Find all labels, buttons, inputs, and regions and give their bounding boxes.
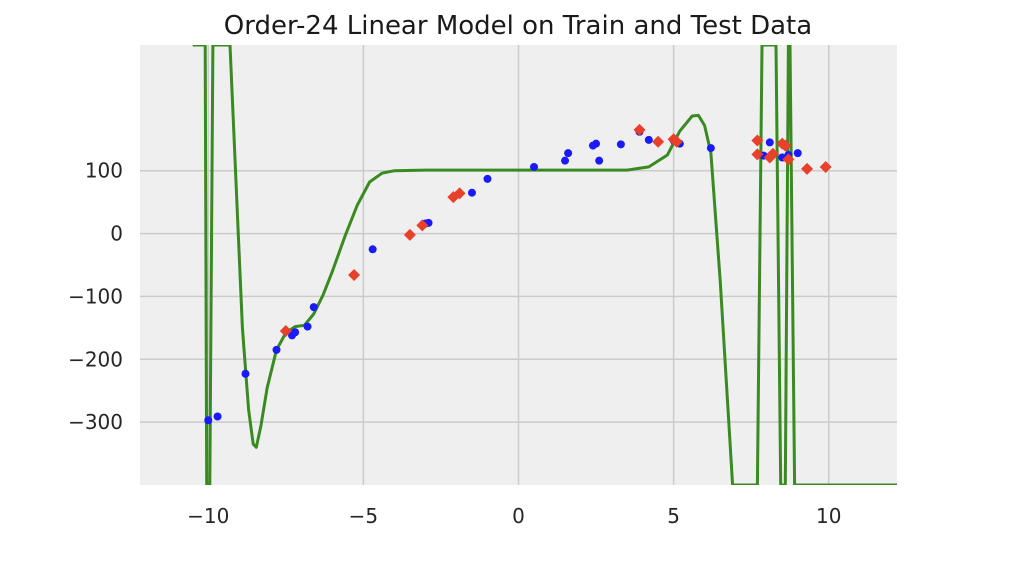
y-tick-label: −300 — [68, 410, 123, 434]
x-tick-label: 0 — [512, 504, 525, 528]
test-point — [751, 148, 764, 161]
test-point — [670, 135, 683, 148]
train-point — [241, 369, 250, 378]
train-point — [213, 412, 222, 421]
test-point — [633, 123, 646, 136]
test-point — [801, 162, 814, 175]
train-point — [291, 328, 300, 337]
y-tick-label: 100 — [85, 159, 123, 183]
train-point — [564, 149, 573, 158]
test-point — [782, 153, 795, 166]
train-point — [530, 162, 539, 171]
y-tick-labels: 100 0 −100 −200 −300 — [68, 159, 123, 434]
train-point — [309, 303, 318, 312]
test-point — [652, 135, 665, 148]
test-point — [779, 139, 792, 152]
test-point — [403, 228, 416, 241]
train-point — [303, 322, 312, 331]
train-point — [595, 156, 604, 165]
model-curve — [192, 45, 897, 485]
train-point — [706, 144, 715, 153]
test-point — [416, 219, 429, 232]
train-point — [561, 156, 570, 165]
test-point — [453, 187, 466, 200]
chart-marks — [192, 45, 897, 485]
y-tick-label: 0 — [110, 222, 123, 246]
train-point — [592, 139, 601, 148]
x-tick-label: 10 — [816, 504, 841, 528]
train-point — [272, 345, 281, 354]
train-point — [644, 135, 653, 144]
x-tick-label: −5 — [349, 504, 378, 528]
train-point — [204, 416, 213, 425]
chart-title: Order-24 Linear Model on Train and Test … — [224, 11, 812, 41]
test-point — [766, 147, 779, 160]
train-point — [765, 138, 774, 147]
test-point — [348, 269, 361, 282]
train-point — [368, 245, 377, 254]
train-point — [616, 140, 625, 149]
train-point — [483, 174, 492, 183]
test-point — [819, 160, 832, 173]
train-point — [467, 188, 476, 197]
y-tick-label: −100 — [68, 284, 123, 308]
train-point — [793, 149, 802, 158]
y-tick-label: −200 — [68, 347, 123, 371]
test-point — [279, 325, 292, 337]
x-tick-label: 5 — [667, 504, 680, 528]
test-point — [751, 134, 764, 147]
x-tick-label: −10 — [187, 504, 229, 528]
x-tick-labels: −10 −5 0 5 10 — [187, 504, 841, 528]
